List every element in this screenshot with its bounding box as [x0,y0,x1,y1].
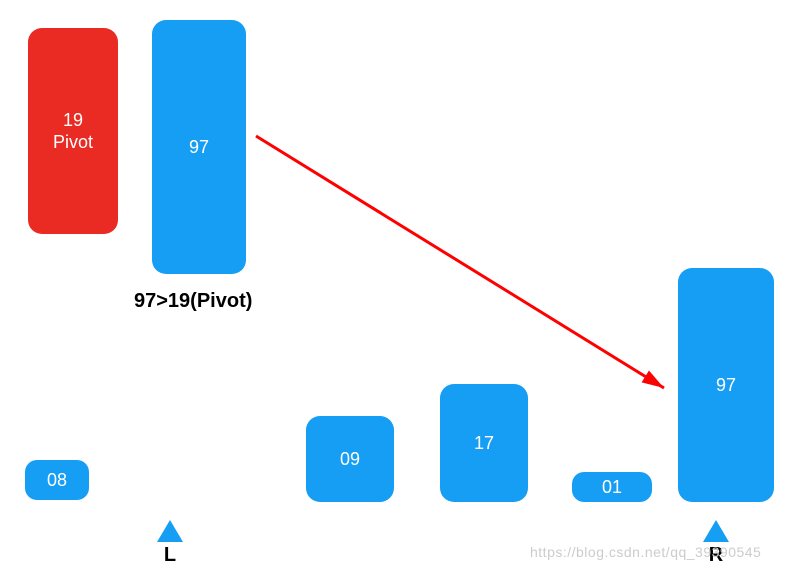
bar-08: 08 [25,460,89,500]
bar-09: 09 [306,416,394,502]
watermark-text-value: https://blog.csdn.net/qq_39390545 [530,544,761,560]
bar-01: 01 [572,472,652,502]
bar-pivot-label: Pivot [53,131,93,154]
triangle-up-icon [703,520,729,542]
pointer-l: L [157,520,183,567]
bar-97-right: 97 [678,268,774,502]
diagram-stage: 19 Pivot 97 08 09 17 01 97 97>19(Pivot) … [0,0,790,576]
bar-17-value: 17 [474,432,494,455]
bar-97-top: 97 [152,20,246,274]
bar-97-right-value: 97 [716,374,736,397]
bar-pivot-value: 19 [63,109,83,132]
pointer-l-label: L [157,544,183,567]
bar-pivot: 19 Pivot [28,28,118,234]
comparison-caption-text: 97>19(Pivot) [134,290,252,312]
bar-09-value: 09 [340,448,360,471]
bar-08-value: 08 [47,469,67,492]
watermark-text: https://blog.csdn.net/qq_39390545 [530,544,761,560]
move-arrow [0,0,790,576]
comparison-caption: 97>19(Pivot) [134,290,252,313]
bar-97-top-value: 97 [189,136,209,159]
triangle-up-icon [157,520,183,542]
bar-01-value: 01 [602,476,622,499]
bar-17: 17 [440,384,528,502]
